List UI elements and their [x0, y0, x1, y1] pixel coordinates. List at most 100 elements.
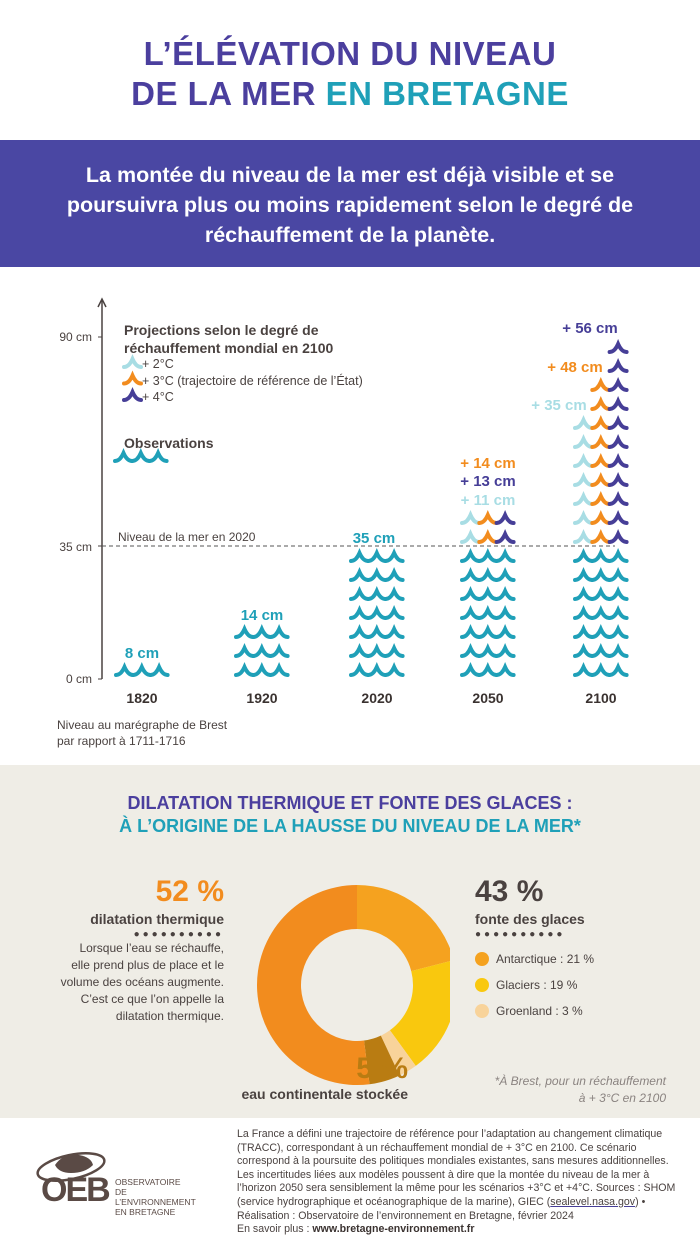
observation-wave — [234, 643, 255, 658]
swatch-icon — [475, 1004, 489, 1018]
projection-mark-4c — [607, 472, 629, 487]
page-title: L’ÉLÉVATION DU NIVEAU DE LA MER EN BRETA… — [131, 35, 569, 112]
projection-mark-3c — [477, 529, 499, 544]
observation-wave — [477, 662, 499, 677]
label-2100-4c: + 56 cm — [562, 320, 618, 337]
x-tick-2050: 2050 — [472, 690, 504, 706]
observation-wave — [590, 643, 612, 658]
projection-mark-2c — [573, 510, 594, 525]
observation-wave — [251, 643, 273, 658]
sealevel-link[interactable]: sealevel.nasa.gov — [550, 1195, 636, 1208]
label-2050-2c: + 11 cm — [460, 492, 516, 509]
website-link[interactable]: www.bretagne-environnement.fr — [312, 1223, 475, 1236]
projection-mark-4c — [607, 415, 629, 430]
observation-wave — [477, 643, 499, 658]
legend-title: Projections selon le degré de réchauffem… — [124, 322, 334, 356]
projection-mark-3c — [590, 453, 612, 468]
legend-glyph-icon — [122, 354, 143, 369]
observation-wave — [494, 643, 516, 658]
dots-divider: ●●●●●●●●●● — [133, 929, 224, 940]
thermal-block: 52 % dilatation thermique ●●●●●●●●●● Lor… — [60, 875, 224, 1023]
projection-mark-4c — [607, 529, 629, 544]
projection-mark-3c — [590, 472, 612, 487]
observation-wave — [607, 662, 629, 677]
label-2050-3c: + 14 cm — [460, 455, 516, 472]
observation-wave — [494, 605, 516, 620]
observation-wave — [573, 548, 594, 563]
observation-wave — [268, 643, 290, 658]
projection-mark-4c — [607, 339, 629, 354]
legend-observations-icon — [113, 448, 134, 463]
observation-wave — [477, 548, 499, 563]
label-1820: 8 cm — [124, 645, 160, 662]
donut-chart — [257, 885, 450, 1085]
projection-mark-4c — [607, 453, 629, 468]
projection-mark-2c — [573, 529, 594, 544]
observation-wave — [607, 567, 629, 582]
observation-wave — [494, 624, 516, 639]
observation-wave — [366, 548, 388, 563]
observation-wave — [460, 662, 481, 677]
projection-mark-3c — [590, 510, 612, 525]
observation-wave — [573, 643, 594, 658]
legend-observations-icon — [130, 448, 152, 463]
chart-note: Niveau au marégraphe de Brest par rappor… — [57, 718, 228, 748]
projection-mark-4c — [607, 358, 629, 373]
donut-slice-glaciers — [389, 961, 450, 1066]
legend-4c: + 4°C — [142, 390, 174, 404]
legend-observations: Observations — [124, 435, 214, 451]
y-axis-arrow-icon — [97, 297, 107, 308]
label-2100-3c: + 48 cm — [547, 359, 603, 376]
x-tick-2020: 2020 — [361, 690, 393, 706]
observation-wave — [573, 605, 594, 620]
subtitle: La montée du niveau de la mer est déjà v… — [66, 163, 634, 247]
continental-block: 5 % eau continentale stockée — [241, 1052, 408, 1102]
projection-mark-2c — [573, 453, 594, 468]
observation-wave — [349, 643, 370, 658]
projection-mark-4c — [607, 434, 629, 449]
observation-wave — [349, 567, 370, 582]
section-title: DILATATION THERMIQUE ET FONTE DES GLACES… — [119, 793, 581, 836]
projection-mark-4c — [494, 510, 516, 525]
observation-wave — [349, 586, 370, 601]
observation-wave — [494, 586, 516, 601]
observation-wave — [590, 662, 612, 677]
observation-wave — [460, 548, 481, 563]
observation-wave — [477, 586, 499, 601]
donut-slice-dilatation-thermique — [257, 885, 370, 1085]
observation-wave — [590, 567, 612, 582]
observation-wave — [114, 662, 135, 677]
observation-wave — [268, 624, 290, 639]
observation-wave — [590, 548, 612, 563]
x-tick-1820: 1820 — [126, 690, 158, 706]
label-1920: 14 cm — [240, 607, 284, 624]
observation-wave — [366, 586, 388, 601]
swatch-icon — [475, 952, 489, 966]
observation-wave — [366, 567, 388, 582]
observation-wave — [590, 624, 612, 639]
projection-mark-3c — [590, 396, 612, 411]
projection-mark-2c — [573, 472, 594, 487]
observation-wave — [383, 586, 405, 601]
observation-wave — [494, 548, 516, 563]
legend-groenland: Groenland : 3 % — [475, 1004, 675, 1018]
projection-mark-4c — [607, 510, 629, 525]
observation-wave — [590, 605, 612, 620]
reference-line-label: Niveau de la mer en 2020 — [118, 530, 256, 544]
observation-wave — [460, 624, 481, 639]
label-2050-4c: + 13 cm — [460, 473, 516, 490]
sea-level-chart — [97, 297, 629, 680]
swatch-icon — [475, 978, 489, 992]
label-2100-2c: + 35 cm — [531, 397, 587, 414]
observation-wave — [573, 586, 594, 601]
projection-mark-4c — [494, 529, 516, 544]
legend-glaciers: Glaciers : 19 % — [475, 978, 675, 992]
footnote: *À Brest, pour un réchauffement à + 3°C e… — [494, 1074, 666, 1105]
observation-wave — [383, 643, 405, 658]
observation-wave — [460, 605, 481, 620]
observation-wave — [477, 567, 499, 582]
footer-text: La France a défini une trajectoire de ré… — [237, 1128, 676, 1236]
observation-wave — [383, 662, 405, 677]
label-2020: 35 cm — [352, 530, 396, 547]
x-tick-2100: 2100 — [585, 690, 617, 706]
